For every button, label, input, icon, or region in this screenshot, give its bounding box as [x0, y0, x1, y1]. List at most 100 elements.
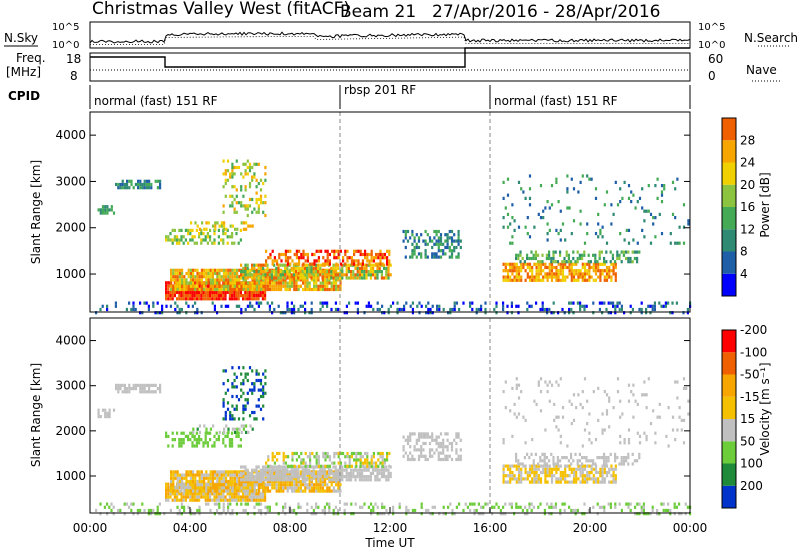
range-gate-cell	[446, 236, 449, 240]
range-gate-cell	[603, 470, 606, 475]
range-gate-cell	[290, 307, 293, 312]
range-gate-cell	[249, 479, 252, 484]
range-gate-cell	[534, 256, 537, 261]
range-gate-cell	[473, 512, 476, 516]
range-gate-cell	[609, 505, 612, 509]
range-gate-cell	[214, 476, 217, 480]
range-gate-cell	[589, 260, 592, 264]
range-gate-cell	[336, 475, 339, 479]
range-gate-cell	[304, 278, 307, 282]
date-range: 27/Apr/2016 - 28/Apr/2016	[432, 2, 660, 22]
range-gate-cell	[255, 475, 258, 479]
range-gate-cell	[319, 281, 322, 285]
range-gate-cell	[439, 451, 443, 455]
range-gate-cell	[187, 290, 190, 294]
range-gate-cell	[576, 301, 579, 305]
range-gate-cell	[480, 304, 483, 308]
range-gate-cell	[674, 438, 677, 442]
range-gate-cell	[291, 486, 294, 490]
range-gate-cell	[258, 281, 261, 285]
range-gate-cell	[597, 470, 600, 475]
range-gate-cell	[262, 483, 265, 487]
range-gate-cell	[310, 483, 313, 487]
range-gate-cell	[317, 266, 320, 270]
range-gate-cell	[292, 266, 295, 270]
range-gate-cell	[603, 456, 606, 460]
range-gate-cell	[574, 260, 577, 264]
range-gate-cell	[167, 489, 170, 493]
range-gate-cell	[204, 495, 207, 499]
range-gate-cell	[244, 290, 247, 294]
range-gate-cell	[104, 205, 107, 209]
range-gate-cell	[192, 486, 195, 490]
range-gate-cell	[539, 272, 543, 276]
range-gate-cell	[555, 477, 558, 481]
range-gate-cell	[588, 177, 591, 181]
range-gate-cell	[171, 297, 174, 301]
range-gate-cell	[332, 486, 335, 490]
range-gate-cell	[239, 294, 242, 298]
range-gate-cell	[618, 462, 621, 466]
range-gate-cell	[273, 461, 276, 465]
range-gate-cell	[148, 182, 151, 187]
range-gate-cell	[321, 278, 324, 282]
range-gate-cell	[376, 512, 379, 516]
range-gate-cell	[339, 284, 342, 288]
range-gate-cell	[515, 464, 518, 468]
range-gate-cell	[181, 476, 184, 480]
range-gate-cell	[643, 431, 646, 435]
range-gate-cell	[459, 239, 462, 243]
range-gate-cell	[238, 483, 241, 487]
range-gate-cell	[517, 383, 521, 387]
range-gate-cell	[295, 458, 298, 462]
range-gate-cell	[376, 276, 379, 280]
range-gate-cell	[368, 461, 371, 465]
range-gate-cell	[620, 304, 623, 308]
range-gate-cell	[284, 276, 287, 280]
range-gate-cell	[426, 432, 429, 436]
range-gate-cell	[322, 455, 325, 459]
range-gate-cell	[104, 415, 107, 419]
range-gate-cell	[211, 268, 214, 272]
range-gate-cell	[337, 512, 340, 516]
range-gate-cell	[271, 287, 274, 292]
range-gate-cell	[328, 502, 331, 506]
range-gate-cell	[439, 255, 443, 259]
range-gate-cell	[332, 278, 335, 282]
range-gate-cell	[457, 233, 460, 237]
range-gate-cell	[247, 224, 250, 228]
range-gate-cell	[597, 269, 600, 273]
range-gate-cell	[205, 486, 208, 490]
range-gate-cell	[330, 287, 333, 292]
range-gate-cell	[450, 255, 454, 259]
range-gate-cell	[255, 191, 258, 195]
range-gate-cell	[270, 471, 273, 475]
range-gate-cell	[605, 474, 609, 478]
range-gate-cell	[310, 311, 313, 315]
range-gate-cell	[356, 475, 359, 479]
range-gate-cell	[264, 483, 267, 487]
range-gate-cell	[537, 262, 540, 266]
range-gate-cell	[315, 464, 318, 468]
range-gate-cell	[332, 281, 335, 285]
range-gate-cell	[406, 239, 410, 243]
range-gate-cell	[321, 281, 324, 285]
range-gate-cell	[189, 492, 192, 496]
range-gate-cell	[544, 265, 547, 270]
range-gate-cell	[242, 427, 245, 431]
range-gate-cell	[286, 478, 289, 482]
range-gate-cell	[298, 464, 301, 468]
range-gate-cell	[607, 456, 610, 460]
range-gate-cell	[317, 455, 320, 459]
range-gate-cell	[271, 284, 274, 288]
range-gate-cell	[193, 297, 196, 301]
range-gate-cell	[148, 390, 151, 394]
range-gate-cell	[528, 467, 532, 471]
range-gate-cell	[361, 270, 364, 274]
range-gate-cell	[570, 456, 573, 460]
range-gate-cell	[370, 252, 373, 257]
range-gate-cell	[548, 256, 551, 261]
range-gate-cell	[206, 281, 209, 285]
range-gate-cell	[222, 502, 225, 506]
range-gate-cell	[220, 287, 223, 292]
